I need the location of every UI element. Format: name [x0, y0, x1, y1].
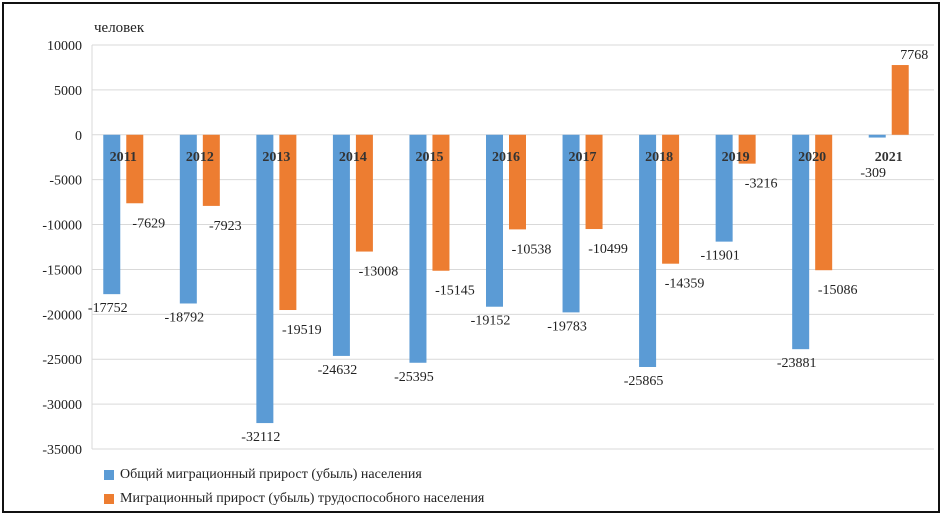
- legend-swatch-total: [104, 470, 114, 480]
- bar-chart: человек 10000 5000 0 -5000 -10000 -15000 -20000…: [42, 20, 934, 458]
- bar-working-age: [355, 134, 373, 252]
- data-label-total: -17752: [88, 301, 128, 316]
- data-label-working-age: -15145: [435, 284, 475, 299]
- bar-total: [179, 134, 197, 304]
- bar-total: [868, 134, 886, 138]
- y-tick-label: -15000: [42, 263, 82, 278]
- y-tick-label: -35000: [42, 443, 82, 458]
- x-category-label: 2019: [722, 150, 750, 165]
- x-category-label: 2017: [569, 150, 597, 165]
- bar-total: [409, 134, 427, 363]
- bar-total: [792, 134, 810, 350]
- x-category-label: 2020: [798, 150, 826, 165]
- bar-total: [715, 134, 733, 242]
- y-tick-label: 10000: [47, 39, 82, 54]
- data-label-working-age: -7923: [209, 219, 242, 234]
- bar-working-age: [585, 134, 603, 230]
- legend-item-working-age: Миграционный прирост (убыль) трудоспособ…: [104, 491, 484, 507]
- bar-total: [486, 134, 503, 307]
- y-tick-label: 0: [75, 129, 82, 144]
- data-label-total: -11901: [701, 249, 740, 264]
- y-tick-label: 5000: [54, 84, 82, 99]
- bar-working-age: [738, 134, 756, 164]
- bar-working-age: [509, 134, 526, 230]
- data-label-total: -309: [860, 166, 886, 181]
- data-label-total: -24632: [318, 363, 358, 378]
- data-label-total: -25865: [624, 374, 664, 389]
- bar-working-age: [432, 134, 450, 271]
- bar-working-age: [126, 134, 144, 204]
- x-category-label: 2018: [645, 150, 673, 165]
- x-category-label: 2014: [339, 150, 367, 165]
- x-category-label: 2011: [110, 150, 137, 165]
- x-category-label: 2015: [415, 150, 443, 165]
- data-label-working-age: -10538: [512, 242, 552, 257]
- data-label-total: -23881: [777, 356, 817, 371]
- data-label-working-age: -3216: [745, 177, 778, 192]
- bar-total: [639, 134, 657, 367]
- data-label-total: -19152: [471, 314, 511, 329]
- y-tick-label: -10000: [42, 219, 82, 234]
- x-category-label: 2016: [492, 150, 520, 165]
- bar-total: [103, 134, 121, 295]
- legend-item-total: Общий миграционный прирост (убыль) насел…: [104, 467, 422, 483]
- legend-label-total: Общий миграционный прирост (убыль) насел…: [120, 467, 422, 482]
- bar-working-age: [891, 65, 909, 135]
- bar-total: [332, 134, 350, 356]
- data-label-working-age: -14359: [665, 277, 705, 292]
- data-label-working-age: -13008: [359, 265, 399, 280]
- legend-label-working-age: Миграционный прирост (убыль) трудоспособ…: [120, 491, 485, 506]
- bar-working-age: [202, 134, 220, 206]
- x-category-label: 2021: [875, 150, 903, 165]
- y-tick-label: -20000: [42, 308, 82, 323]
- bar-total: [256, 134, 274, 424]
- data-label-working-age: -7629: [132, 216, 165, 231]
- y-tick-label: -25000: [42, 353, 82, 368]
- data-label-total: -32112: [241, 430, 280, 445]
- data-label-working-age: 7768: [900, 48, 928, 63]
- x-category-label: 2013: [262, 150, 290, 165]
- bar-working-age: [662, 134, 680, 264]
- bar-total: [562, 134, 580, 313]
- data-label-working-age: -19519: [282, 323, 322, 338]
- y-axis-label: человек: [94, 20, 145, 36]
- data-label-total: -19783: [547, 319, 587, 334]
- y-tick-label: -5000: [49, 174, 82, 189]
- y-tick-label: -30000: [42, 398, 82, 413]
- x-category-label: 2012: [186, 150, 214, 165]
- bar-working-age: [279, 134, 297, 311]
- data-label-working-age: -10499: [588, 242, 628, 257]
- data-label-total: -25395: [394, 370, 434, 385]
- data-label-total: -18792: [164, 310, 204, 325]
- legend-swatch-working-age: [104, 494, 114, 504]
- bar-working-age: [815, 134, 833, 271]
- data-label-working-age: -15086: [818, 283, 858, 298]
